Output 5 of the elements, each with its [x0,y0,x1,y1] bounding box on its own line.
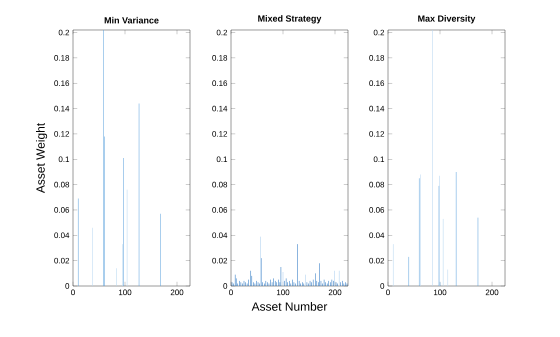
chart-title: Min Variance [104,16,159,24]
y-axis-title: Asset Weight [36,122,48,194]
x-axis-title: Asset Number [252,302,328,311]
chart-title: Mixed Strategy [258,15,322,24]
chart-title: Max Diversity [418,15,476,24]
